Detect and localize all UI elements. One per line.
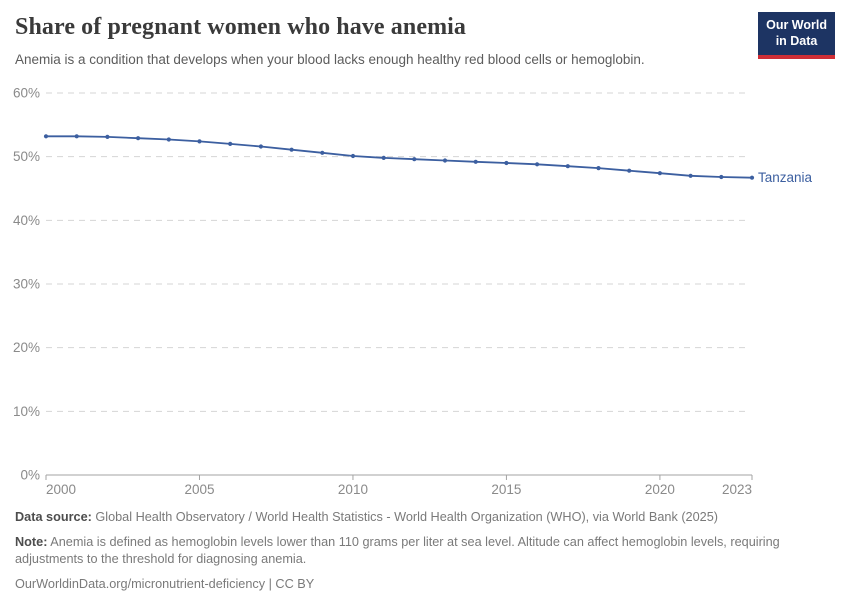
data-source-text: Global Health Observatory / World Health…	[91, 510, 719, 524]
chart-header: Share of pregnant women who have anemia …	[15, 14, 755, 68]
data-point	[228, 141, 233, 146]
data-point	[749, 175, 755, 180]
data-point	[136, 136, 141, 141]
x-tick-label: 2020	[645, 482, 675, 497]
series-line-tanzania[interactable]	[46, 135, 753, 179]
data-point	[442, 158, 448, 163]
page-title: Share of pregnant women who have anemia	[15, 14, 467, 40]
y-tick-label: 10%	[13, 404, 40, 419]
x-tick-label: 2023	[722, 482, 752, 497]
data-point	[166, 137, 171, 142]
data-point	[657, 171, 663, 176]
citation-line: OurWorldinData.org/micronutrient-deficie…	[15, 576, 315, 591]
data-point	[381, 155, 386, 160]
x-tick-label: 2005	[184, 482, 214, 497]
data-source-label: Data source:	[15, 510, 92, 524]
note-text: Anemia is defined as hemoglobin levels l…	[15, 534, 780, 567]
data-point	[105, 134, 110, 139]
y-tick-label: 40%	[13, 213, 40, 228]
data-point	[719, 174, 724, 180]
owid-logo[interactable]: Our World in Data	[758, 12, 835, 59]
line-chart: 0% 10% 20% 30% 40% 50% 60% 2000 2005 2010 2015 2020…	[13, 86, 813, 498]
data-point	[289, 147, 294, 152]
data-point	[197, 139, 202, 144]
owid-logo-line2: in Data	[775, 34, 818, 49]
data-point	[504, 160, 509, 166]
note-label: Note:	[15, 534, 48, 549]
data-point	[627, 168, 632, 173]
data-point	[565, 164, 570, 169]
chart-footer: Data source: Global Health Observatory /…	[15, 509, 835, 600]
y-tick-label: 0%	[20, 468, 40, 483]
series-label[interactable]: Tanzania	[758, 170, 813, 185]
page-subtitle: Anemia is a condition that develops when…	[15, 51, 645, 67]
y-tick-label: 50%	[13, 149, 40, 164]
owid-logo-line1: Our World	[766, 18, 827, 32]
data-point	[473, 159, 478, 164]
data-point	[596, 166, 601, 171]
x-tick-label: 2015	[491, 482, 521, 497]
x-tick-label: 2000	[46, 482, 76, 497]
data-point	[535, 162, 540, 167]
y-tick-label: 30%	[13, 277, 40, 292]
data-point	[412, 157, 417, 162]
data-point	[258, 144, 263, 149]
data-source-line: Data source: Global Health Observatory /…	[15, 509, 835, 527]
y-tick-label: 20%	[13, 340, 40, 355]
data-point	[320, 150, 325, 155]
x-tick-label: 2010	[338, 482, 368, 497]
y-tick-label: 60%	[13, 86, 40, 101]
data-point	[74, 134, 79, 139]
data-point	[350, 153, 356, 159]
data-point	[688, 173, 693, 178]
note-line: Note: Anemia is defined as hemoglobin le…	[15, 534, 815, 569]
data-point	[43, 134, 49, 139]
